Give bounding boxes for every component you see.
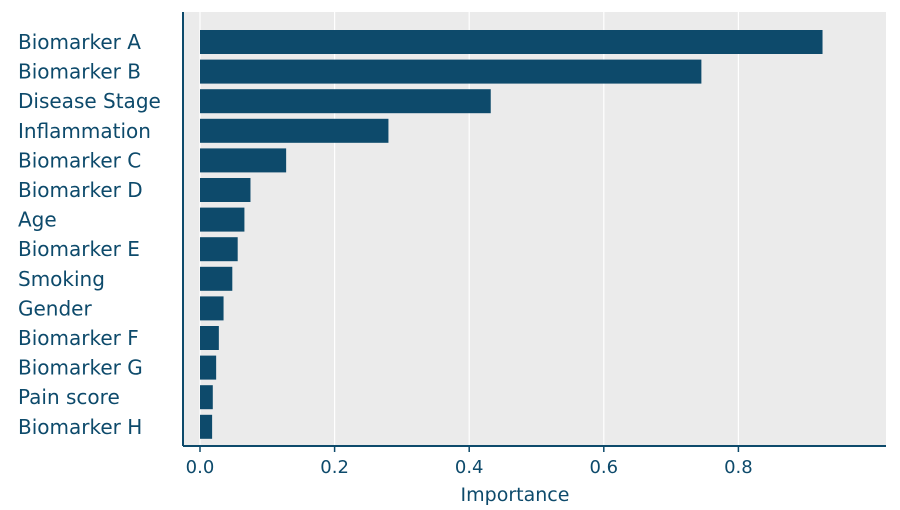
- x-tick-label: 0.2: [320, 457, 349, 478]
- y-tick-label: Biomarker C: [18, 148, 141, 172]
- y-tick-label: Biomarker B: [18, 60, 141, 84]
- x-tick-labels: 0.0 0.2 0.4 0.6 0.8: [186, 457, 753, 478]
- bar: [200, 385, 213, 410]
- bar: [200, 207, 245, 232]
- bar: [200, 178, 251, 202]
- bar: [200, 296, 224, 321]
- y-tick-label: Biomarker D: [18, 178, 143, 202]
- bars: [200, 30, 823, 439]
- y-tick-label: Smoking: [18, 267, 105, 291]
- y-tick-label: Biomarker A: [18, 30, 141, 54]
- y-tick-label: Inflammation: [18, 119, 151, 143]
- x-tick-label: 0.8: [724, 457, 753, 478]
- y-tick-labels: Biomarker A Biomarker B Disease Stage Infla…: [18, 30, 161, 439]
- y-tick-label: Gender: [18, 296, 92, 320]
- bar: [200, 30, 823, 54]
- y-tick-label: Disease Stage: [18, 89, 161, 113]
- x-tick-label: 0.0: [186, 457, 215, 478]
- y-tick-label: Biomarker H: [18, 415, 142, 439]
- bar: [200, 414, 213, 439]
- bar: [200, 237, 238, 262]
- bar: [200, 266, 233, 291]
- y-tick-label: Biomarker E: [18, 237, 140, 261]
- y-tick-label: Pain score: [18, 385, 120, 409]
- axes: [182, 12, 886, 452]
- bar: [200, 355, 217, 380]
- y-tick-label: Biomarker G: [18, 356, 143, 380]
- bar: [200, 118, 389, 143]
- bar: [200, 148, 287, 173]
- x-tick-label: 0.4: [455, 457, 484, 478]
- bar: [200, 59, 702, 84]
- bar: [200, 326, 219, 350]
- y-tick-label: Biomarker F: [18, 326, 139, 350]
- y-tick-label: Age: [18, 208, 57, 232]
- x-axis-title: Importance: [461, 484, 570, 506]
- plot-background: [183, 12, 886, 446]
- x-tick-label: 0.6: [589, 457, 618, 478]
- bar: [200, 89, 491, 114]
